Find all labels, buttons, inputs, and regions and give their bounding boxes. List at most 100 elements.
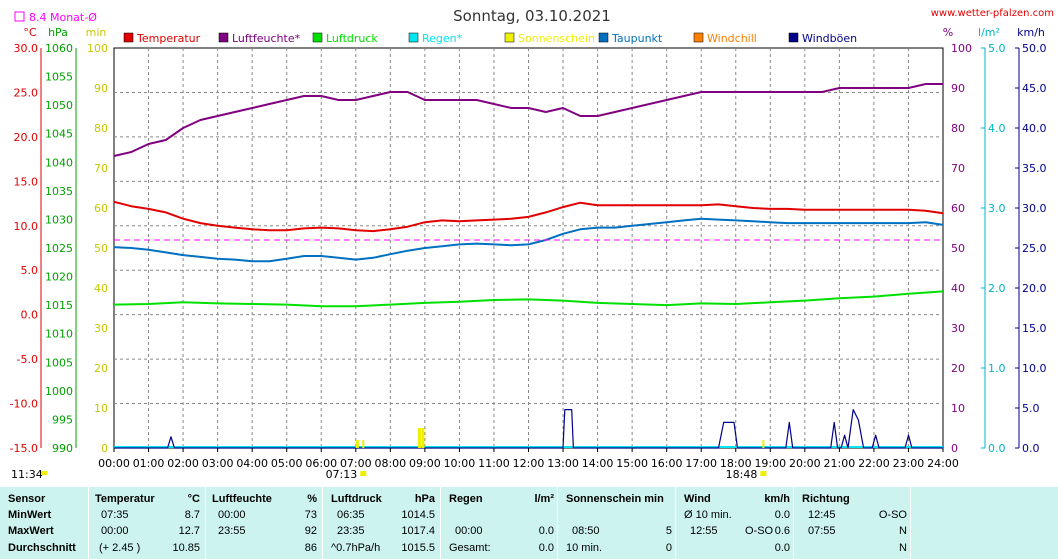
hpa-tick-label: 1030 xyxy=(45,213,73,226)
col-header: Luftfeuchte xyxy=(212,493,272,505)
min-value: 8.7 xyxy=(184,509,200,521)
temp-tick-label: 0.0 xyxy=(21,309,39,322)
min-time: 06:35 xyxy=(337,509,365,521)
max-value: 1017.4 xyxy=(401,525,435,537)
avg-note: Gesamt: xyxy=(449,542,491,554)
col-header: Luftdruck xyxy=(331,493,382,505)
max-direction: O-SO xyxy=(745,525,774,537)
temp-unit-label: °C xyxy=(23,26,37,39)
avg-value: 10.85 xyxy=(172,542,200,554)
wind-tick-label: 25.0 xyxy=(1022,242,1047,255)
hpa-tick-label: 1060 xyxy=(45,42,73,55)
wind-tick-label: 20.0 xyxy=(1022,282,1047,295)
time-tick-label: 24:00 xyxy=(927,457,959,470)
min-tick-label: 40 xyxy=(94,282,108,295)
hpa-tick-label: 1015 xyxy=(45,299,73,312)
wind-tick-label: 10.0 xyxy=(1022,362,1047,375)
pct-tick-label: 70 xyxy=(951,162,965,175)
legend-label: Windchill xyxy=(707,32,757,45)
min-tick-label: 50 xyxy=(94,242,108,255)
hpa-tick-label: 1010 xyxy=(45,328,73,341)
pct-tick-label: 30 xyxy=(951,322,965,335)
avg-value: N xyxy=(899,542,907,554)
temp-tick-label: 10.0 xyxy=(14,220,39,233)
luftfeuchte-series-line xyxy=(113,83,943,157)
legend-swatch xyxy=(598,32,609,43)
max-time: 23:55 xyxy=(218,525,246,537)
min-unit-label: min xyxy=(86,26,107,39)
chart-legend: Temperatur Luftfeuchte* Luftdruck Regen* Son… xyxy=(123,32,857,45)
legend-swatch xyxy=(312,32,323,43)
pct-tick-label: 40 xyxy=(951,282,965,295)
max-time: 23:35 xyxy=(337,525,365,537)
time-tick-label: 12:00 xyxy=(513,457,545,470)
rain-tick-label: 2.0 xyxy=(988,282,1006,295)
max-value: 0.6 xyxy=(774,525,790,537)
time-tick-label: 04:00 xyxy=(236,457,268,470)
hpa-tick-label: 1020 xyxy=(45,271,73,284)
col-sonnenschein: Sonnenschein min 08:50 5 10 min. 0 xyxy=(557,487,676,559)
wind-tick-label: 50.0 xyxy=(1022,42,1047,55)
luftdruck-series-line xyxy=(113,290,944,308)
weather-chart: 30.0 25.0 20.0 15.0 10.0 5.0 0.0 -5.0 -10.0 -15.0… xyxy=(10,7,1054,481)
col-header: Wind xyxy=(684,493,711,505)
sonnenschein-bar xyxy=(355,440,359,448)
hpa-tick-label: 1040 xyxy=(45,156,73,169)
taupunkt-series-line xyxy=(113,217,944,263)
pct-tick-label: 80 xyxy=(951,122,965,135)
max-time: 00:00 xyxy=(455,525,483,537)
min-value: 1014.5 xyxy=(401,509,435,521)
col-luftdruck: Luftdruck hPa 06:35 1014.5 23:35 1017.4 … xyxy=(322,487,441,559)
avg-note: (+ 2.45 ) xyxy=(99,542,141,554)
time-tick-label: 17:00 xyxy=(685,457,717,470)
legend-label: Temperatur xyxy=(136,32,201,45)
min-value: O-SO xyxy=(878,509,907,521)
chart-series xyxy=(113,83,944,449)
max-time: 12:55 xyxy=(690,525,718,537)
legend-swatch xyxy=(504,32,515,43)
hpa-tick-label: 1035 xyxy=(45,185,73,198)
temp-tick-label: -5.0 xyxy=(17,353,38,366)
avg-value: 0 xyxy=(665,542,672,554)
pct-unit-label: % xyxy=(943,26,953,39)
temp-tick-label: -10.0 xyxy=(10,398,38,411)
col-unit: % xyxy=(307,493,317,505)
legend-label: Regen* xyxy=(422,32,463,45)
pct-tick-label: 10 xyxy=(951,402,965,415)
pct-tick-label: 60 xyxy=(951,202,965,215)
rain-tick-label: 1.0 xyxy=(988,362,1006,375)
min-tick-label: 10 xyxy=(94,402,108,415)
avg-note: 10 min. xyxy=(566,542,603,554)
rain-tick-label: 5.0 xyxy=(988,42,1006,55)
legend-swatch xyxy=(408,32,419,43)
hpa-tick-label: 1005 xyxy=(45,356,73,369)
temp-tick-label: 30.0 xyxy=(14,42,39,55)
temperatur-series-line xyxy=(113,200,944,233)
rain-unit-label: l/m² xyxy=(978,26,1000,39)
chart-title: Sonntag, 03.10.2021 xyxy=(453,7,611,25)
time-tick-label: 19:00 xyxy=(754,457,786,470)
min-time: 07:35 xyxy=(101,509,129,521)
col-header: Richtung xyxy=(802,493,850,505)
sunset-label: 18:48 xyxy=(726,468,758,481)
pct-tick-label: 100 xyxy=(951,42,972,55)
legend-label: Sonnenschein xyxy=(518,32,595,45)
min-note: Ø 10 min. xyxy=(684,509,732,521)
col-unit: l/m² xyxy=(534,493,554,505)
legend-swatch xyxy=(123,32,134,43)
rain-tick-label: 4.0 xyxy=(988,122,1006,135)
wind-tick-label: 30.0 xyxy=(1022,202,1047,215)
sunset-icon xyxy=(760,471,767,476)
temp-tick-label: 25.0 xyxy=(14,86,39,99)
time-tick-label: 23:00 xyxy=(893,457,925,470)
max-time: 00:00 xyxy=(101,525,129,537)
min-tick-label: 30 xyxy=(94,322,108,335)
min-tick-label: 90 xyxy=(94,82,108,95)
time-tick-label: 18:00 xyxy=(720,457,752,470)
avg-value: 0.0 xyxy=(774,542,790,554)
min-tick-label: 100 xyxy=(87,42,108,55)
time-tick-label: 16:00 xyxy=(651,457,683,470)
max-value: 0.0 xyxy=(538,525,554,537)
temp-tick-label: 15.0 xyxy=(14,175,39,188)
sonnenschein-bar xyxy=(417,428,421,448)
